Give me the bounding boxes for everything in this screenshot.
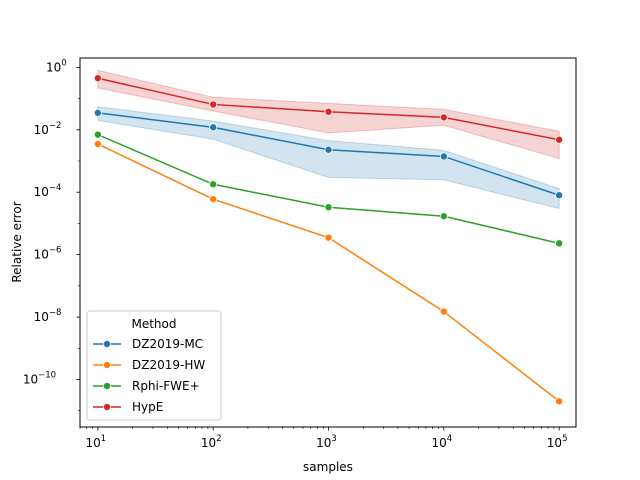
ci-band-dz2019-mc [97,106,560,210]
legend-label-dz2019-mc: DZ2019-MC [132,337,203,351]
y-tick-label: 10−4 [34,183,62,199]
data-point-dz2019-mc [324,145,333,154]
legend: Method DZ2019-MC DZ2019-HW Rphi-FWE+ HypE [86,310,222,421]
data-point-hype [439,113,448,122]
data-point-hype [555,135,564,144]
legend-marker-dz2019-mc [103,339,112,348]
data-point-rphi-fwe [555,239,564,248]
legend-label-dz2019-hw: DZ2019-HW [132,358,205,372]
x-tick-label: 104 [431,434,452,450]
data-point-hype [324,107,333,116]
x-tick-label: 103 [316,434,337,450]
y-tick-label: 10−2 [34,121,62,137]
y-tick-label-exponent: −8 [49,308,62,318]
data-point-dz2019-hw [209,195,218,204]
y-tick-label-exponent: −10 [38,370,56,380]
x-tick-label-exponent: 5 [562,434,567,444]
legend-title: Method [131,317,176,331]
data-point-hype [93,74,102,83]
y-tick-label: 10−8 [34,308,62,324]
x-tick-label-exponent: 4 [447,434,452,444]
y-tick-label-base: 10 [34,310,49,324]
data-point-rphi-fwe [93,130,102,139]
legend-marker-dz2019-hw [103,360,112,369]
x-axis-label: samples [303,460,353,474]
data-point-dz2019-hw [439,307,448,316]
data-point-dz2019-mc [555,191,564,200]
x-tick-label-base: 10 [431,436,446,450]
data-point-dz2019-mc [209,123,218,132]
y-tick-label-base: 10 [46,60,61,74]
legend-marker-rphi-fwe [103,381,112,390]
y-tick-label: 10−6 [34,246,62,262]
plot-area [93,69,564,406]
axes-frame [79,57,577,428]
y-axis-label: Relative error [10,201,24,282]
data-point-rphi-fwe [209,180,218,189]
data-point-hype [209,100,218,109]
legend-marker-hype [103,402,112,411]
data-point-rphi-fwe [324,203,333,212]
data-point-dz2019-hw [93,140,102,149]
x-tick-label: 102 [201,434,222,450]
legend-items: DZ2019-MC DZ2019-HW Rphi-FWE+ HypE [93,337,205,414]
x-tick-label-exponent: 2 [216,434,221,444]
y-tick-label: 10−10 [23,370,56,386]
x-tick-label: 105 [547,434,568,450]
x-tick-label-base: 10 [547,436,562,450]
y-tick-label-base: 10 [34,185,49,199]
y-tick-label-base: 10 [34,123,49,137]
data-point-dz2019-mc [439,152,448,161]
x-tick-label-base: 10 [201,436,216,450]
data-point-dz2019-mc [93,108,102,117]
x-tick-label-base: 10 [316,436,331,450]
x-tick-label: 101 [86,434,107,450]
legend-label-rphi-fwe: Rphi-FWE+ [132,379,200,393]
legend-box [86,310,222,421]
data-point-rphi-fwe [439,212,448,221]
x-tick-label-base: 10 [86,436,101,450]
x-tick-label-exponent: 3 [331,434,336,444]
y-tick-label-exponent: −6 [49,246,62,256]
y-tick-label-exponent: 0 [61,58,66,68]
legend-label-hype: HypE [132,400,163,414]
y-tick-label: 100 [46,58,67,74]
y-tick-label-base: 10 [34,248,49,262]
x-tick-label-exponent: 1 [101,434,106,444]
data-point-dz2019-hw [555,397,564,406]
x-axis: 101 102 103 104 105 [79,427,568,450]
y-tick-label-exponent: −2 [49,121,62,131]
y-tick-label-exponent: −4 [49,183,62,193]
data-point-dz2019-hw [324,233,333,242]
y-tick-label-base: 10 [23,372,38,386]
